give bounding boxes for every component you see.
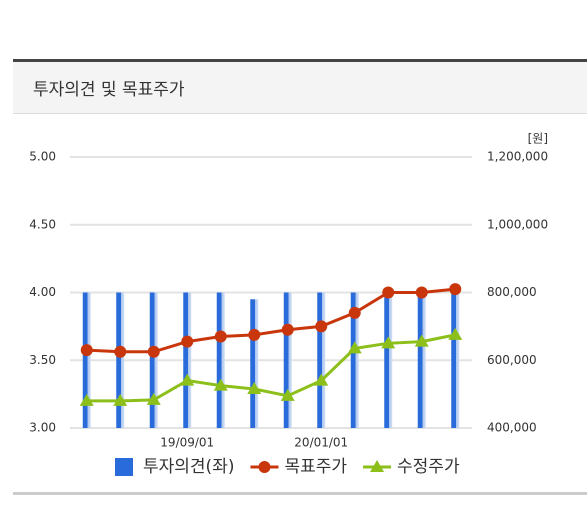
y2-tick-label: 1,000,000 — [487, 217, 548, 231]
line-point — [180, 373, 195, 386]
line-point — [382, 286, 395, 299]
y-tick-label: 4.00 — [29, 285, 56, 299]
y2-tick-label: 600,000 — [487, 353, 537, 367]
line-point — [248, 328, 261, 341]
bar — [317, 292, 326, 428]
line-point — [79, 393, 94, 406]
bar — [250, 299, 259, 428]
chart-title: 투자의견 및 목표주가 — [33, 80, 185, 100]
header-top-border — [13, 59, 587, 62]
bar — [350, 292, 359, 428]
header-band — [13, 60, 587, 114]
line-point — [315, 320, 328, 333]
line-point — [415, 286, 428, 299]
y-tick-label: 3.00 — [29, 421, 56, 435]
line-point — [348, 306, 361, 319]
line-point — [314, 373, 329, 386]
bar — [149, 292, 158, 428]
line-point — [247, 382, 262, 395]
y-tick-label: 4.50 — [29, 217, 56, 231]
y2-axis-label: [원] — [528, 132, 548, 146]
y-tick-label: 5.00 — [29, 150, 56, 164]
bar — [417, 292, 426, 428]
bar — [384, 292, 393, 428]
bar — [451, 292, 460, 428]
line-point — [448, 327, 463, 340]
line-point — [80, 344, 93, 357]
y2-tick-label: 800,000 — [487, 285, 537, 299]
line-point — [449, 283, 462, 296]
header-bottom-border — [13, 113, 587, 114]
bar — [183, 292, 192, 428]
line-point — [347, 341, 362, 354]
y-tick-label: 3.50 — [29, 353, 56, 367]
x-tick-label: 20/01/01 — [294, 436, 348, 450]
line — [86, 333, 456, 403]
line-point — [214, 330, 227, 343]
legend-label: 투자의견(좌) — [143, 457, 234, 477]
line-point — [280, 388, 295, 401]
y2-tick-label: 1,200,000 — [487, 150, 548, 164]
y2-tick-label: 400,000 — [487, 421, 537, 435]
legend-swatch — [115, 458, 133, 476]
footer-border — [13, 492, 587, 495]
legend-swatch — [258, 461, 271, 473]
line-point — [381, 336, 396, 349]
bar — [82, 292, 91, 428]
line-point — [147, 345, 160, 358]
line-point — [414, 334, 429, 347]
legend-label: 수정주가 — [397, 457, 460, 477]
line-point — [113, 393, 128, 406]
legend-swatch — [370, 460, 385, 472]
bar — [283, 292, 292, 428]
legend-label: 목표주가 — [284, 457, 347, 477]
line-point — [213, 378, 228, 391]
line-point — [114, 345, 127, 358]
line-point — [281, 323, 294, 336]
line-point — [181, 335, 194, 348]
bar — [116, 292, 125, 428]
bar — [216, 292, 225, 428]
line-point — [146, 392, 161, 405]
x-tick-label: 19/09/01 — [160, 436, 214, 450]
